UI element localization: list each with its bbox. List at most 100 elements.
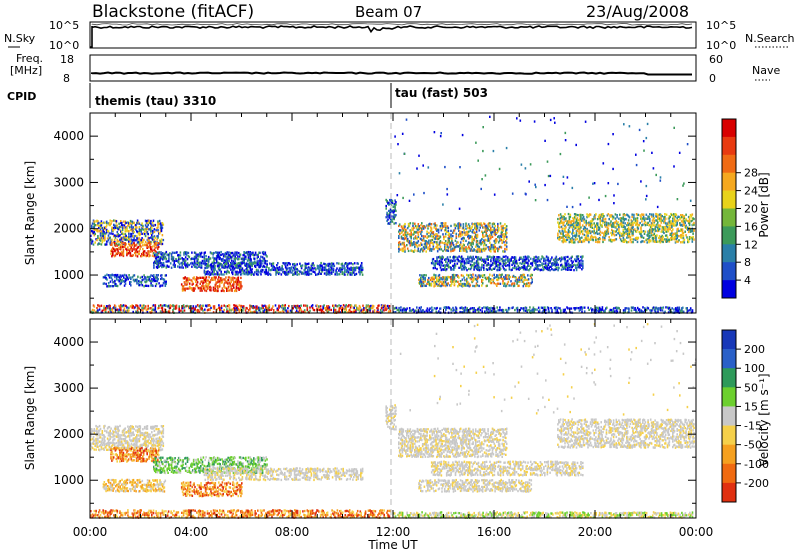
heatmap-cell (496, 256, 498, 259)
heatmap-cell (443, 278, 446, 281)
heatmap-cell (132, 274, 135, 277)
heatmap-cell (667, 227, 670, 230)
heatmap-cell (99, 232, 102, 235)
heatmap-cell (587, 236, 589, 240)
heatmap-cell (431, 238, 434, 242)
heatmap-cell (506, 260, 509, 263)
heatmap-cell (402, 229, 405, 232)
heatmap-cell (142, 278, 144, 281)
heatmap-cell (444, 280, 447, 284)
heatmap-cell (443, 281, 446, 284)
heatmap-cell (624, 217, 626, 221)
heatmap-cell (118, 226, 120, 229)
heatmap-cell (582, 266, 584, 270)
heatmap-cell (311, 304, 314, 307)
heatmap-cell (452, 276, 455, 279)
heatmap-cell (428, 231, 430, 235)
heatmap-cell (641, 234, 643, 238)
heatmap-cell (356, 307, 359, 310)
heatmap-cell (404, 245, 406, 248)
heatmap-cell (268, 309, 271, 312)
heatmap-cell (642, 236, 645, 239)
heatmap-cell (110, 274, 113, 277)
heatmap-cell (99, 234, 102, 237)
heatmap-cell (451, 276, 454, 279)
heatmap-cell (388, 215, 390, 218)
heatmap-cell (468, 258, 470, 261)
heatmap-cell (492, 222, 495, 225)
heatmap-cell (504, 269, 506, 272)
heatmap-cell (127, 248, 130, 251)
heatmap-cell (355, 311, 357, 314)
heatmap-cell (465, 224, 467, 227)
heatmap-cell (473, 230, 475, 233)
heatmap-cell (569, 230, 572, 234)
heatmap-cell (239, 268, 241, 271)
heatmap-cell (136, 280, 138, 283)
heatmap-cell (133, 246, 135, 249)
heatmap-cell (111, 243, 113, 246)
heatmap-cell (230, 309, 233, 312)
heatmap-cell (619, 238, 622, 241)
heatmap-cell (514, 262, 517, 265)
heatmap-cell (210, 268, 213, 271)
heatmap-cell (503, 262, 505, 265)
heatmap-cell (136, 226, 138, 229)
heatmap-cell (568, 226, 571, 229)
heatmap-cell (386, 307, 388, 310)
heatmap-cell (217, 278, 219, 281)
heatmap-cell (435, 274, 437, 277)
heatmap-cell (551, 262, 554, 265)
heatmap-cell (543, 262, 545, 266)
heatmap-cell (115, 224, 118, 227)
heatmap-cell (596, 224, 598, 227)
heatmap-cell (126, 238, 128, 242)
heatmap-cell (497, 227, 500, 230)
heatmap-cell (141, 228, 143, 231)
heatmap-cell (441, 282, 443, 286)
heatmap-cell (634, 230, 637, 233)
heatmap-cell (234, 251, 236, 254)
heatmap-cell (159, 285, 161, 288)
heatmap-cell (391, 220, 394, 223)
heatmap-cell (569, 215, 572, 218)
heatmap-cell (459, 234, 462, 238)
heatmap-cell (467, 245, 470, 248)
heatmap-cell (493, 261, 496, 264)
heatmap-cell (496, 278, 499, 282)
heatmap-cell (109, 280, 112, 283)
heatmap-cell (235, 266, 237, 269)
heatmap-cell (443, 276, 446, 279)
heatmap-cell (490, 258, 492, 261)
heatmap-cell (135, 239, 137, 242)
heatmap-cell (573, 225, 575, 228)
heatmap-cell (165, 257, 168, 260)
heatmap-cell (514, 279, 517, 283)
heatmap-cell (162, 252, 164, 255)
heatmap-cell (250, 253, 252, 256)
heatmap-cell (246, 271, 248, 274)
heatmap-cell (294, 305, 296, 308)
heatmap-cell (378, 304, 380, 307)
heatmap-cell (200, 264, 203, 267)
heatmap-cell (311, 264, 313, 267)
heatmap-cell (132, 305, 134, 308)
heatmap-cell (446, 284, 449, 287)
heatmap-cell (573, 232, 575, 235)
heatmap-cell (202, 276, 204, 279)
heatmap-cell (616, 224, 618, 227)
heatmap-cell (205, 255, 207, 258)
heatmap-cell (452, 249, 455, 252)
heatmap-cell (609, 224, 611, 227)
heatmap-cell (196, 281, 199, 284)
heatmap-cell (262, 253, 265, 256)
heatmap-cell (504, 233, 506, 236)
heatmap-cell (129, 219, 132, 223)
heatmap-cell (419, 280, 421, 283)
heatmap-cell (239, 270, 241, 273)
heatmap-cell (180, 266, 183, 269)
heatmap-cell (258, 309, 261, 312)
heatmap-cell (485, 268, 488, 271)
heatmap-cell (212, 307, 215, 310)
heatmap-cell (248, 271, 251, 274)
